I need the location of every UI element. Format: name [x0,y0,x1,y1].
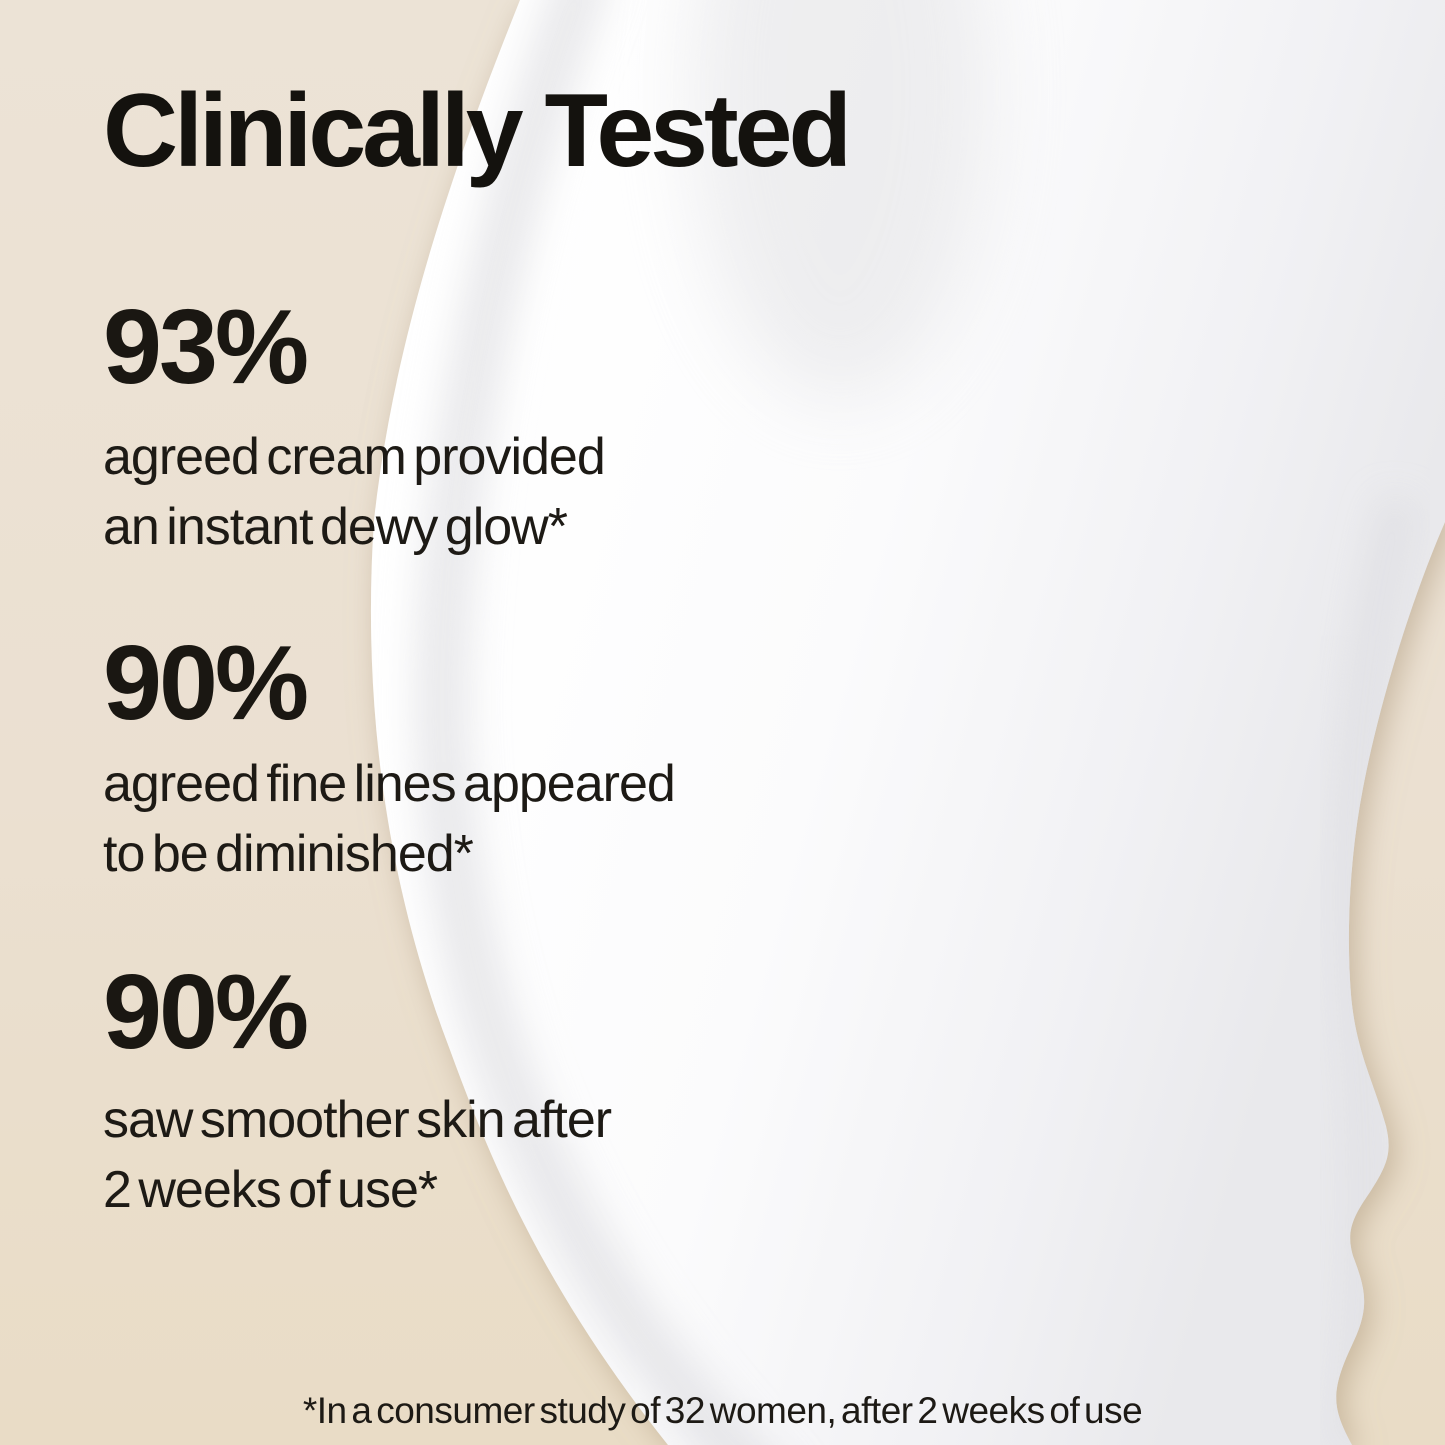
stat-description-1: agreed cream provided an instant dewy gl… [103,422,606,562]
stat-description-3: saw smoother skin after 2 weeks of use* [103,1085,612,1225]
stat-description-line: agreed fine lines appeared [103,755,676,813]
stat-description-line: 2 weeks of use* [103,1161,438,1219]
page-title: Clinically Tested [103,73,852,189]
stat-value-1: 93% [103,294,309,400]
stat-value-3: 90% [103,959,309,1065]
stat-description-2: agreed fine lines appeared to be diminis… [103,749,676,889]
stat-percent: 93% [103,288,309,406]
stat-description-line: saw smoother skin after [103,1091,612,1149]
stat-percent: 90% [103,953,309,1071]
stat-description-line: an instant dewy glow* [103,498,568,556]
stat-description-line: agreed cream provided [103,428,606,486]
stat-percent: 90% [103,624,309,742]
footnote: *In a consumer study of 32 women, after … [302,1390,1143,1431]
stat-description-line: to be diminished* [103,825,474,883]
stat-value-2: 90% [103,630,309,736]
